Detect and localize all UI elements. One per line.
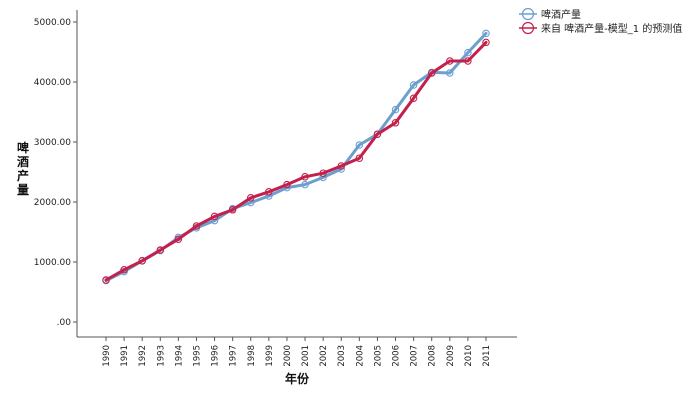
x-tick-label: 1992 bbox=[138, 345, 148, 367]
legend-item: 啤酒产量 bbox=[519, 7, 581, 21]
x-tick-label: 2011 bbox=[482, 345, 492, 367]
legend-marker bbox=[521, 7, 535, 21]
y-axis-title: 啤酒产量 bbox=[17, 140, 29, 197]
legend-label: 啤酒产量 bbox=[541, 8, 581, 21]
data-point bbox=[427, 69, 436, 77]
data-point bbox=[319, 169, 327, 177]
y-tick-label: 1000.00 bbox=[34, 258, 71, 268]
data-point bbox=[301, 173, 309, 181]
x-tick-label: 1991 bbox=[120, 345, 130, 367]
data-point bbox=[265, 188, 273, 196]
legend-item: 来自 啤酒产量-模型_1 的预测值 bbox=[519, 21, 682, 35]
data-point bbox=[391, 119, 400, 127]
x-tick-label: 2000 bbox=[283, 345, 293, 367]
data-point bbox=[355, 141, 364, 149]
x-tick-label: 1990 bbox=[102, 345, 112, 367]
x-tick-label: 2004 bbox=[355, 345, 365, 367]
x-tick-label: 1997 bbox=[229, 345, 239, 367]
y-tick-label: 2000.00 bbox=[34, 198, 71, 208]
data-point bbox=[301, 180, 309, 189]
data-point bbox=[228, 206, 237, 214]
data-point bbox=[409, 94, 418, 102]
x-tick-label: 2003 bbox=[337, 345, 347, 367]
x-tick-label: 2002 bbox=[319, 345, 329, 367]
data-point bbox=[102, 276, 110, 284]
data-point bbox=[283, 180, 291, 189]
x-tick-label: 2006 bbox=[392, 345, 402, 367]
data-point bbox=[464, 48, 472, 57]
x-tick-label: 1999 bbox=[265, 345, 275, 367]
data-point bbox=[156, 246, 165, 254]
data-point bbox=[355, 154, 364, 162]
legend-label: 来自 啤酒产量-模型_1 的预测值 bbox=[541, 22, 682, 35]
series-line bbox=[104, 40, 488, 282]
data-point bbox=[446, 57, 454, 65]
data-point bbox=[247, 194, 255, 202]
data-point bbox=[482, 38, 490, 47]
x-tick-label: 2005 bbox=[373, 345, 383, 367]
data-point bbox=[192, 222, 201, 230]
data-point bbox=[174, 235, 183, 243]
x-tick-label: 2008 bbox=[428, 345, 438, 367]
data-point bbox=[210, 212, 219, 221]
data-point bbox=[446, 69, 454, 77]
x-tick-label: 1996 bbox=[211, 345, 221, 367]
data-point bbox=[120, 266, 128, 274]
y-tick-label: 4000.00 bbox=[34, 78, 71, 88]
legend-marker bbox=[521, 21, 535, 35]
data-point bbox=[482, 29, 490, 38]
data-point bbox=[138, 257, 146, 265]
x-tick-label: 1993 bbox=[156, 345, 166, 367]
x-tick-label: 2010 bbox=[464, 345, 474, 367]
x-tick-label: 2001 bbox=[301, 345, 311, 367]
x-tick-label: 1994 bbox=[174, 345, 184, 367]
x-tick-label: 2009 bbox=[446, 345, 456, 367]
x-tick-label: 2007 bbox=[410, 345, 420, 367]
x-axis-title: 年份 bbox=[285, 371, 310, 386]
y-tick-label: 5000.00 bbox=[34, 18, 71, 28]
data-point bbox=[337, 162, 345, 170]
x-tick-label: 1995 bbox=[192, 345, 202, 367]
data-point bbox=[409, 81, 418, 89]
data-point bbox=[373, 130, 382, 138]
series-2 bbox=[102, 38, 490, 284]
plot-area bbox=[77, 10, 517, 337]
data-point bbox=[464, 57, 472, 65]
data-point bbox=[391, 105, 400, 114]
x-tick-label: 1998 bbox=[247, 345, 257, 367]
y-tick-label: .00 bbox=[57, 318, 72, 328]
y-tick-label: 3000.00 bbox=[34, 138, 71, 148]
